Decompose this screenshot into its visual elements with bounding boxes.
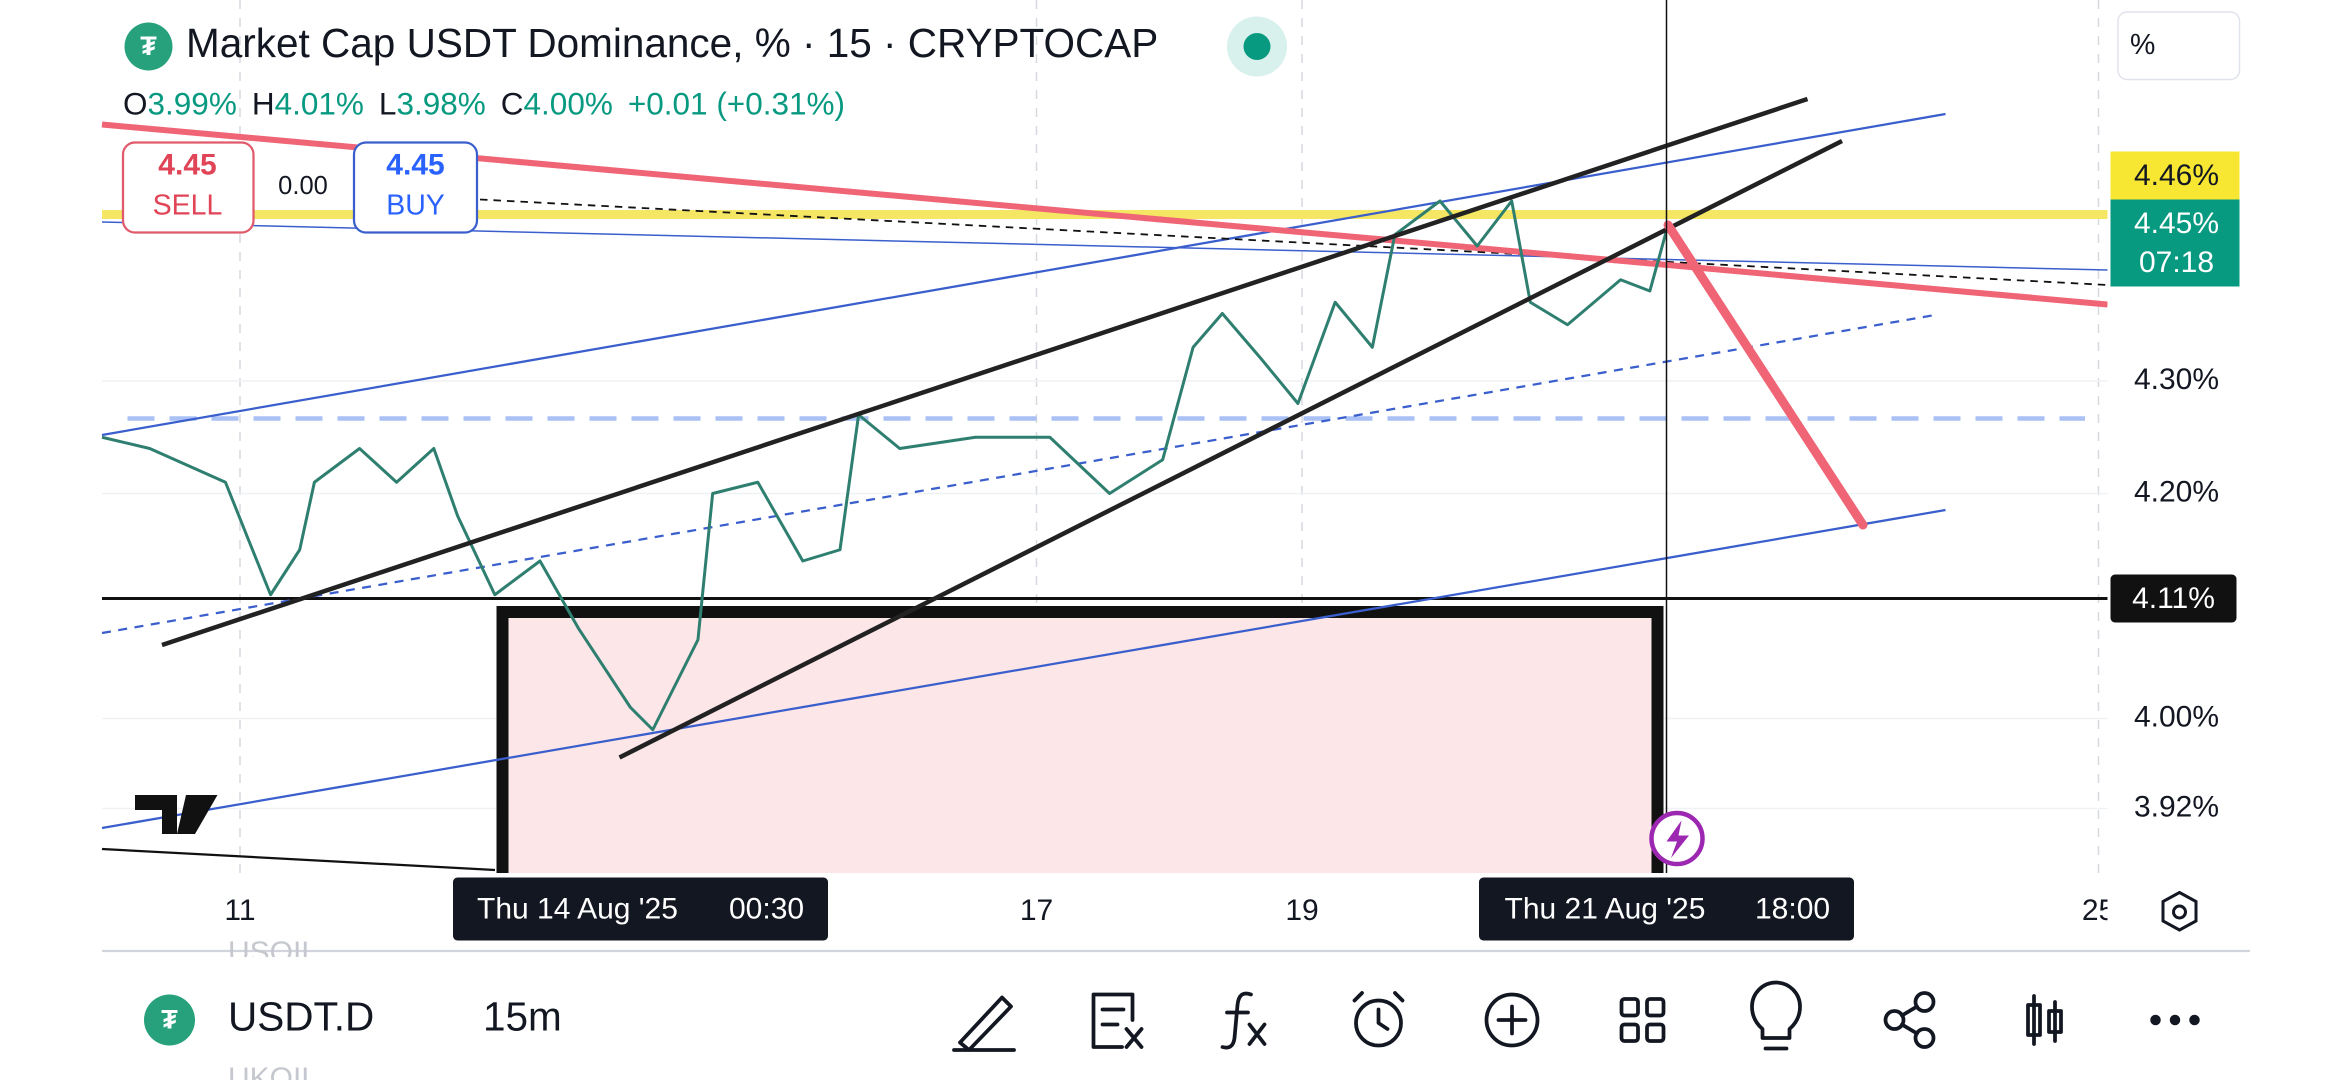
sell-button[interactable] bbox=[121, 141, 255, 234]
lightning bbox=[1666, 820, 1689, 858]
countdown: 07:18 bbox=[2139, 246, 2214, 279]
wedge-lower bbox=[618, 138, 1844, 760]
x-tick-label: 11 bbox=[224, 894, 255, 927]
level-label-bg bbox=[2110, 151, 2240, 200]
symbol-icon-glyph: ₮ bbox=[140, 31, 157, 61]
wedge-upper bbox=[161, 96, 1809, 648]
add[interactable] bbox=[1484, 992, 1540, 1048]
bottom-bar bbox=[0, 957, 2340, 1062]
level-label: 4.46% bbox=[2134, 159, 2219, 192]
ohlc-change: +0.01 (+0.31%) bbox=[628, 86, 845, 122]
more[interactable] bbox=[2150, 1014, 2161, 1026]
ohlc-value: 3.99% bbox=[148, 86, 237, 122]
more-dot bbox=[2189, 1014, 2200, 1026]
ohlc-value: 4.01% bbox=[275, 86, 364, 122]
y-tick-label: 4.00% bbox=[2134, 700, 2219, 733]
support-label: 4.11% bbox=[2132, 582, 2215, 615]
object-tree[interactable] bbox=[1091, 992, 1144, 1049]
ohlc-key: L bbox=[379, 86, 397, 122]
ohlc-key: O bbox=[123, 86, 148, 122]
settings-icon[interactable] bbox=[2161, 890, 2198, 932]
dashed-line bbox=[479, 198, 2108, 286]
buy-price: 4.45 bbox=[386, 148, 444, 181]
channel-mid bbox=[101, 313, 1936, 635]
symbol[interactable]: USDT.D bbox=[228, 994, 374, 1040]
y-tick-label: 4.20% bbox=[2134, 475, 2219, 508]
channel-line bbox=[101, 508, 1946, 830]
draw-tool[interactable] bbox=[952, 995, 1016, 1052]
last-price: 4.45% bbox=[2134, 207, 2219, 240]
ohlc-key: C bbox=[501, 86, 524, 122]
thin-line bbox=[101, 847, 496, 872]
crosshair-end-bg bbox=[1479, 877, 1854, 941]
ohlc-key: H bbox=[252, 86, 275, 122]
ohlc-value: 3.98% bbox=[396, 86, 485, 122]
interval[interactable]: 15m bbox=[483, 994, 562, 1040]
price-layer bbox=[101, 199, 1670, 732]
last-price-bg bbox=[2110, 199, 2240, 287]
alert[interactable] bbox=[1354, 998, 1403, 1048]
x-tick-label: 17 bbox=[1020, 894, 1053, 927]
buy-label: BUY bbox=[386, 190, 445, 222]
ohlc: O3.99% H4.01% L3.98% C4.00% +0.01 (+0.31%) bbox=[123, 86, 845, 122]
symbol-icon-glyph: ₮ bbox=[161, 1005, 178, 1035]
channel-line bbox=[101, 112, 1946, 437]
price-line bbox=[101, 199, 1670, 732]
price-scale bbox=[2107, 0, 2340, 873]
crosshair-start-bg bbox=[453, 877, 828, 941]
scale-mode-button[interactable] bbox=[2117, 11, 2241, 81]
sell-price: 4.45 bbox=[158, 148, 216, 181]
zone-rectangle bbox=[496, 606, 1664, 888]
spread: 0.00 bbox=[278, 172, 328, 200]
sell-label: SELL bbox=[153, 190, 223, 222]
crosshair-start-time: 00:30 bbox=[729, 892, 804, 925]
projection-arrow bbox=[1663, 220, 1868, 530]
tv-logo bbox=[135, 795, 218, 834]
symbol-icon bbox=[124, 22, 173, 71]
chart-title: Market Cap USDT Dominance, % · 15 · CRYP… bbox=[186, 20, 1158, 66]
indicators[interactable] bbox=[1220, 991, 1267, 1050]
buy-button[interactable] bbox=[352, 141, 479, 234]
crosshair-end-date: Thu 21 Aug '25 bbox=[1505, 892, 1706, 925]
ideas[interactable] bbox=[1750, 980, 1802, 1051]
y-tick-label: 4.30% bbox=[2134, 363, 2219, 396]
x-tick-label: 19 bbox=[1285, 894, 1318, 927]
crosshair-end-time: 18:00 bbox=[1755, 892, 1830, 925]
time-axis bbox=[0, 873, 2340, 951]
scale-unit: % bbox=[2130, 29, 2155, 61]
ohlc-value: 4.00% bbox=[524, 86, 613, 122]
crosshair-start-date: Thu 14 Aug '25 bbox=[477, 892, 678, 925]
layouts[interactable] bbox=[1619, 997, 1640, 1018]
y-axis: 3.92% 4.00% 4.20% 4.30% bbox=[2134, 363, 2219, 824]
support-label-bg bbox=[2110, 574, 2237, 623]
axis-corner bbox=[2107, 873, 2340, 951]
y-tick-label: 3.92% bbox=[2134, 790, 2219, 823]
market-status bbox=[1243, 33, 1271, 60]
settings-icon-center bbox=[2172, 904, 2187, 920]
symbol-icon bbox=[144, 994, 195, 1046]
share[interactable] bbox=[1883, 1009, 1906, 1031]
watchlist-next: UKOIL bbox=[228, 1062, 318, 1080]
more-dot bbox=[2169, 1014, 2181, 1026]
